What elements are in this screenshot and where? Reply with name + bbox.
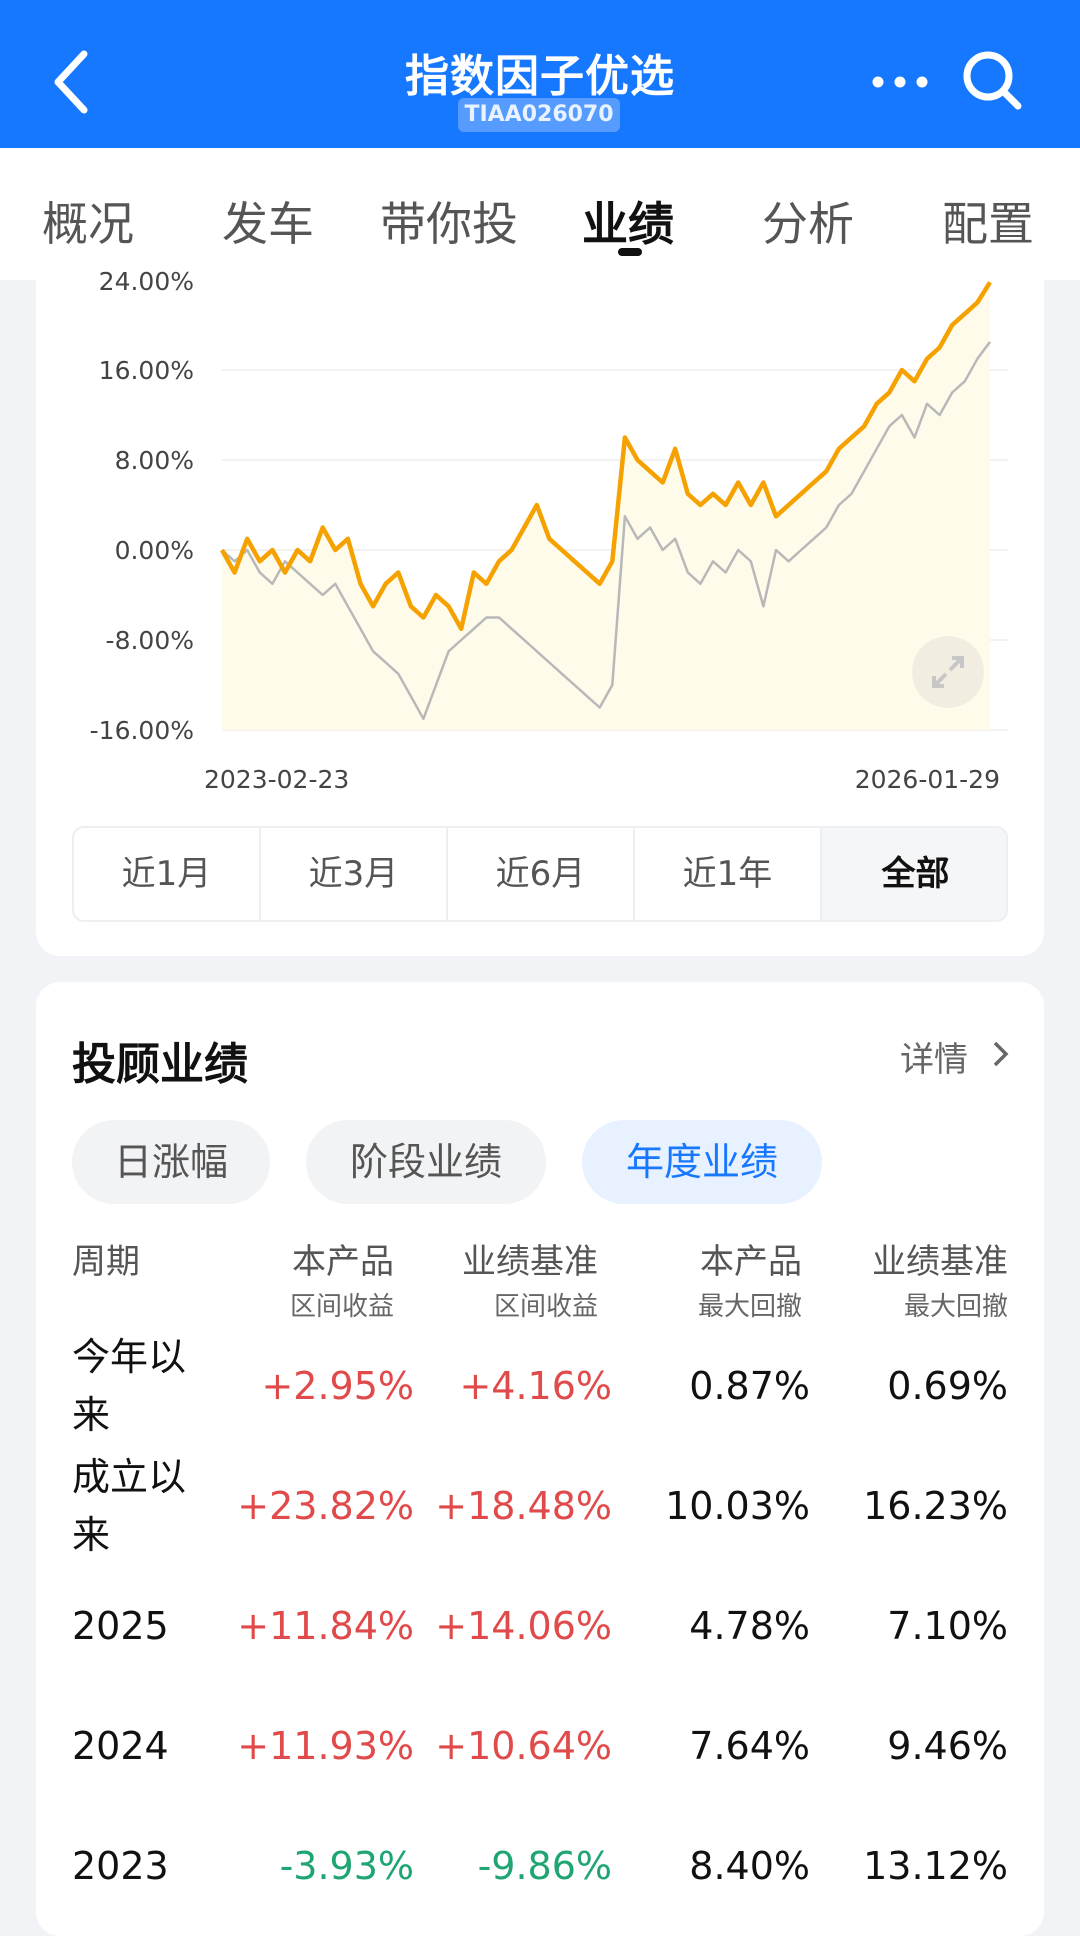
col-benchmark-drawdown-header: 业绩基准 [872,1242,1008,1282]
y-tick-label: 0.00% [115,536,194,565]
tab-allocation[interactable]: 配置 [942,197,1034,251]
period-6m-button[interactable]: 近6月 [448,828,635,920]
row-2024-benchmark-return: +10.64% [435,1724,612,1768]
tab-overview[interactable]: 概况 [42,197,134,251]
x-tick-label-start: 2023-02-23 [204,765,349,794]
tab-invest-with-you[interactable]: 带你投 [380,197,518,251]
chevron-right-icon [993,1041,1009,1067]
detail-link[interactable]: 详情 [900,1040,968,1080]
row-period-2024: 2024 [72,1724,169,1768]
active-tab-indicator [618,248,642,256]
row-ytd-benchmark-drawdown: 0.69% [887,1364,1008,1408]
subtab-stage-performance[interactable]: 阶段业绩 [306,1120,546,1204]
row-period-2023: 2023 [72,1844,169,1888]
more-button[interactable] [870,64,930,100]
col-benchmark-return-header: 业绩基准 [462,1242,598,1282]
col-product-return-subheader: 区间收益 [289,1292,394,1322]
row-2023-product-drawdown: 8.40% [689,1844,810,1888]
period-all-button[interactable]: 全部 [822,828,1006,920]
product-code-badge: TIAA026070 [458,98,620,132]
y-tick-label: 16.00% [99,356,194,385]
col-period-header: 周期 [72,1242,140,1282]
expand-icon [932,656,964,688]
tab-launch[interactable]: 发车 [222,197,314,251]
tab-bar: 概况 发车 带你投 业绩 分析 配置 [0,148,1080,280]
benchmark-series-line [221,341,992,721]
row-ytd-product-drawdown: 0.87% [689,1364,810,1408]
row-ytd-benchmark-return: +4.16% [459,1364,612,1408]
more-dots-icon [872,76,928,88]
row-2024-product-drawdown: 7.64% [689,1724,810,1768]
row-2023-benchmark-drawdown: 13.12% [863,1844,1008,1888]
subtab-annual-performance[interactable]: 年度业绩 [582,1120,822,1204]
row-inception-benchmark-drawdown: 16.23% [863,1484,1008,1528]
row-inception-product-drawdown: 10.03% [665,1484,810,1528]
back-button[interactable] [40,42,110,122]
product-area-fill [222,282,990,730]
x-tick-label-end: 2026-01-29 [855,765,1000,794]
row-2023-benchmark-return: -9.86% [477,1844,612,1888]
row-ytd-product-return: +2.95% [261,1364,414,1408]
tab-analysis[interactable]: 分析 [762,197,854,251]
period-1m-button[interactable]: 近1月 [74,828,261,920]
page-title: 指数因子优选 [405,51,675,102]
period-3m-button[interactable]: 近3月 [261,828,448,920]
y-tick-label: 8.00% [115,446,194,475]
col-benchmark-drawdown-subheader: 最大回撤 [903,1292,1008,1322]
col-product-drawdown-header: 本产品 [700,1242,802,1282]
search-button[interactable] [960,48,1026,114]
chevron-left-icon [54,50,88,114]
row-period-since-inception: 成立以来 [72,1455,187,1557]
y-tick-label: -16.00% [90,716,194,745]
row-2025-benchmark-drawdown: 7.10% [887,1604,1008,1648]
row-2024-benchmark-drawdown: 9.46% [887,1724,1008,1768]
performance-chart: 16.00% 8.00% 0.00% -8.00% -16.00% 24.00% 2023-… [90,0,1008,794]
product-series-line [220,281,992,632]
row-2025-product-drawdown: 4.78% [689,1604,810,1648]
row-inception-benchmark-return: +18.48% [435,1484,612,1528]
col-benchmark-return-subheader: 区间收益 [493,1292,598,1322]
row-2023-product-return: -3.93% [279,1844,414,1888]
expand-chart-button[interactable] [912,636,984,708]
row-2024-product-return: +11.93% [237,1724,414,1768]
row-2025-benchmark-return: +14.06% [435,1604,612,1648]
search-icon [963,51,1022,110]
row-period-ytd: 今年以来 [72,1335,187,1437]
section-title: 投顾业绩 [72,1039,248,1090]
app-header: 指数因子优选 TIAA026070 [0,0,1080,148]
period-selector: 近1月 近3月 近6月 近1年 全部 [72,826,1008,922]
row-inception-product-return: +23.82% [237,1484,414,1528]
period-1y-button[interactable]: 近1年 [635,828,822,920]
subtab-daily-change[interactable]: 日涨幅 [72,1120,270,1204]
y-tick-label: 24.00% [99,267,194,296]
row-period-2025: 2025 [72,1604,169,1648]
y-tick-label: -8.00% [106,626,194,655]
tab-performance[interactable]: 业绩 [582,197,674,251]
col-product-return-header: 本产品 [292,1242,394,1282]
col-product-drawdown-subheader: 最大回撤 [697,1292,802,1322]
row-2025-product-return: +11.84% [237,1604,414,1648]
